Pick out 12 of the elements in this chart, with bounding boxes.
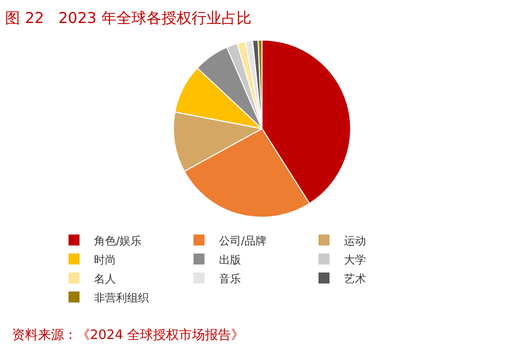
legend-label: 非营利组织 (94, 291, 149, 304)
legend-label: 名人 (94, 272, 116, 286)
chart-title: 图 22 2023 年全球各授权行业占比 (5, 8, 252, 27)
legend-label: 时尚 (94, 253, 116, 266)
legend-label: 出版 (219, 253, 241, 266)
legend-label: 大学 (344, 253, 366, 266)
legend-label: 公司/品牌 (219, 234, 267, 248)
legend-label: 角色/娱乐 (94, 234, 142, 248)
text: 资料来源：《2024 全球授权市场报告》 (12, 328, 244, 343)
legend-label: 运动 (344, 234, 366, 248)
legend-label: 音乐 (219, 272, 241, 286)
legend-label: 艺术 (344, 272, 366, 286)
